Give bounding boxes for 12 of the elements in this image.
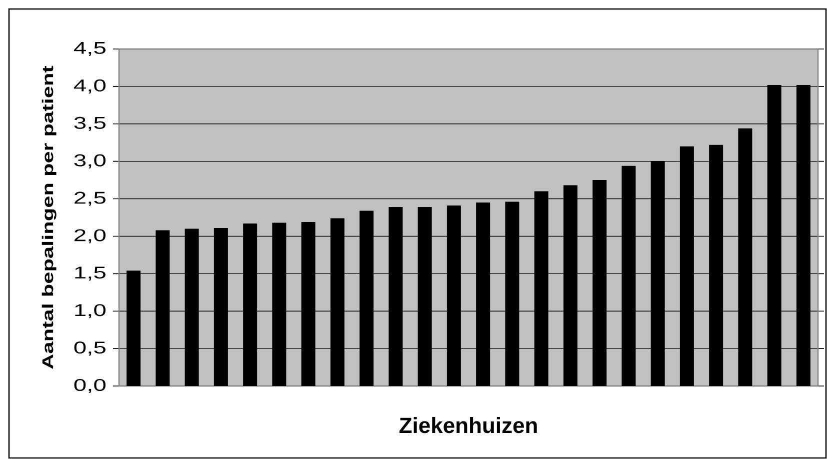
y-tick-label: 2,5 bbox=[74, 192, 106, 206]
y-tick-label: 3,5 bbox=[74, 116, 106, 131]
y-tick-label: 4,0 bbox=[74, 79, 106, 94]
y-tick-label: 3,0 bbox=[74, 154, 106, 168]
y-tick-label: 0,5 bbox=[74, 342, 106, 356]
y-tick-label: 1,5 bbox=[75, 266, 106, 281]
y-tick-label: 4,5 bbox=[74, 42, 106, 56]
y-axis-title: Aantal bepalingen per patient bbox=[42, 66, 56, 369]
y-tick-label: 1,0 bbox=[75, 304, 106, 318]
x-axis-title: Ziekenhuizen bbox=[399, 417, 537, 434]
y-tick-label: 0,0 bbox=[74, 378, 106, 394]
y-tick-label: 2,0 bbox=[74, 229, 106, 244]
